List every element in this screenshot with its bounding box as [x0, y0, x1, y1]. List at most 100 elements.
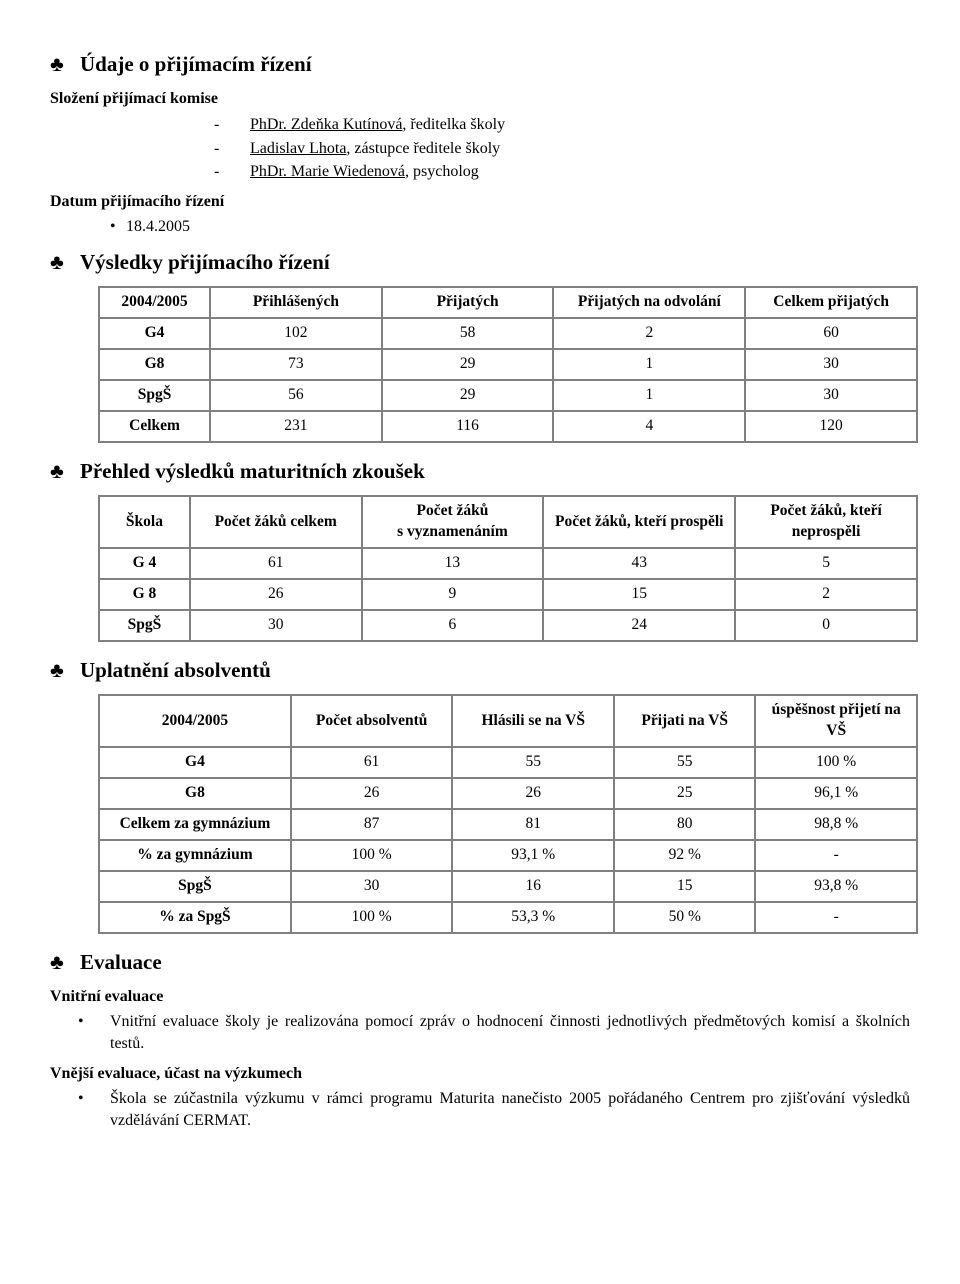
table-header-cell: Počet žáků s vyznamenáním — [362, 496, 544, 548]
table-header-cell: Přijatých na odvolání — [553, 287, 745, 318]
table-row: % za SpgŠ100 %53,3 %50 %- — [99, 902, 917, 933]
bullet-icon: • — [94, 1088, 110, 1110]
committee-list: - PhDr. Zdeňka Kutínová, ředitelka školy… — [50, 114, 910, 183]
table-cell: 43 — [543, 548, 735, 579]
maturita-table: ŠkolaPočet žáků celkemPočet žáků s vyzna… — [98, 495, 918, 642]
date-line: •18.4.2005 — [50, 216, 910, 238]
subheading-outer-eval: Vnější evaluace, účast na výzkumech — [50, 1063, 910, 1085]
table-cell: 26 — [190, 579, 362, 610]
table-cell: 55 — [614, 747, 755, 778]
table-cell: 9 — [362, 579, 544, 610]
section-title-maturita: ♣Přehled výsledků maturitních zkoušek — [50, 457, 910, 485]
table-row: SpgŠ30161593,8 % — [99, 871, 917, 902]
table-cell: 53,3 % — [452, 902, 614, 933]
table-row: SpgŠ5629130 — [99, 380, 917, 411]
table-header-cell: 2004/2005 — [99, 695, 291, 747]
table-header-cell: 2004/2005 — [99, 287, 210, 318]
table-cell: 4 — [553, 411, 745, 442]
table-cell: 0 — [735, 610, 917, 641]
section-title-admissions-info: ♣Údaje o přijímacím řízení — [50, 50, 910, 78]
list-item: •Vnitřní evaluace školy je realizována p… — [50, 1011, 910, 1054]
table-cell: 13 — [362, 548, 544, 579]
table-cell: 26 — [452, 778, 614, 809]
table-cell: 30 — [745, 349, 917, 380]
list-item: - PhDr. Zdeňka Kutínová, ředitelka školy — [50, 114, 910, 136]
table-cell: 29 — [382, 380, 554, 411]
table-row: G410258260 — [99, 318, 917, 349]
list-item: - PhDr. Marie Wiedenová, psycholog — [50, 161, 910, 183]
table-cell: 16 — [452, 871, 614, 902]
table-cell: 25 — [614, 778, 755, 809]
paragraph-text: Vnitřní evaluace školy je realizována po… — [110, 1013, 910, 1052]
table-cell: 98,8 % — [755, 809, 917, 840]
inner-eval-list: •Vnitřní evaluace školy je realizována p… — [50, 1011, 910, 1054]
date-value: 18.4.2005 — [126, 218, 190, 235]
paragraph-text: Škola se zúčastnila výzkumu v rámci prog… — [110, 1090, 910, 1129]
outer-eval-list: •Škola se zúčastnila výzkumu v rámci pro… — [50, 1088, 910, 1131]
table-cell: 81 — [452, 809, 614, 840]
graduates-table: 2004/2005Počet absolventůHlásili se na V… — [98, 694, 918, 933]
table-cell: 24 — [543, 610, 735, 641]
heading-text: Přehled výsledků maturitních zkoušek — [80, 459, 425, 483]
table-cell: 29 — [382, 349, 554, 380]
table-header-cell: úspěšnost přijetí na VŠ — [755, 695, 917, 747]
heading-text: Evaluace — [80, 950, 162, 974]
table-cell: 100 % — [755, 747, 917, 778]
table-cell: 102 — [210, 318, 382, 349]
club-icon: ♣ — [50, 248, 80, 276]
table-cell: 5 — [735, 548, 917, 579]
table-cell: SpgŠ — [99, 871, 291, 902]
table-header-cell: Přijatých — [382, 287, 554, 318]
table-cell: 15 — [614, 871, 755, 902]
table-cell: G8 — [99, 349, 210, 380]
section-title-admissions-results: ♣Výsledky přijímacího řízení — [50, 248, 910, 276]
table-cell: 100 % — [291, 902, 453, 933]
table-row: Celkem2311164120 — [99, 411, 917, 442]
admissions-table: 2004/2005PřihlášenýchPřijatýchPřijatých … — [98, 286, 918, 443]
table-cell: 6 — [362, 610, 544, 641]
subheading-date: Datum přijímacího řízení — [50, 191, 910, 213]
table-cell: 55 — [452, 747, 614, 778]
person-name: PhDr. Marie Wiedenová — [250, 163, 405, 180]
table-cell: 92 % — [614, 840, 755, 871]
table-row: G 8269152 — [99, 579, 917, 610]
dash-icon: - — [232, 114, 250, 136]
heading-text: Výsledky přijímacího řízení — [80, 250, 330, 274]
section-title-evaluation: ♣Evaluace — [50, 948, 910, 976]
table-cell: % za gymnázium — [99, 840, 291, 871]
table-cell: 26 — [291, 778, 453, 809]
club-icon: ♣ — [50, 457, 80, 485]
person-role: , psycholog — [405, 163, 479, 180]
table-cell: - — [755, 902, 917, 933]
dash-icon: - — [232, 138, 250, 160]
table-cell: G4 — [99, 747, 291, 778]
table-row: Celkem za gymnázium87818098,8 % — [99, 809, 917, 840]
table-row: G826262596,1 % — [99, 778, 917, 809]
table-cell: 30 — [190, 610, 362, 641]
table-cell: 96,1 % — [755, 778, 917, 809]
table-cell: 60 — [745, 318, 917, 349]
person-name: PhDr. Zdeňka Kutínová — [250, 116, 402, 133]
table-cell: 56 — [210, 380, 382, 411]
table-cell: G 4 — [99, 548, 190, 579]
list-item: •Škola se zúčastnila výzkumu v rámci pro… — [50, 1088, 910, 1131]
table-header-cell: Počet žáků, kteří prospěli — [543, 496, 735, 548]
bullet-icon: • — [110, 216, 126, 238]
table-header-cell: Škola — [99, 496, 190, 548]
person-name: Ladislav Lhota — [250, 140, 346, 157]
table-cell: 100 % — [291, 840, 453, 871]
club-icon: ♣ — [50, 50, 80, 78]
table-cell: 73 — [210, 349, 382, 380]
table-cell: 61 — [291, 747, 453, 778]
subheading-inner-eval: Vnitřní evaluace — [50, 986, 910, 1008]
table-cell: Celkem za gymnázium — [99, 809, 291, 840]
table-header-cell: Počet žáků celkem — [190, 496, 362, 548]
table-cell: G 8 — [99, 579, 190, 610]
table-header-cell: Přihlášených — [210, 287, 382, 318]
heading-text: Uplatnění absolventů — [80, 658, 271, 682]
table-cell: 2 — [553, 318, 745, 349]
bullet-icon: • — [94, 1011, 110, 1033]
table-cell: 120 — [745, 411, 917, 442]
table-cell: 1 — [553, 349, 745, 380]
table-cell: 50 % — [614, 902, 755, 933]
